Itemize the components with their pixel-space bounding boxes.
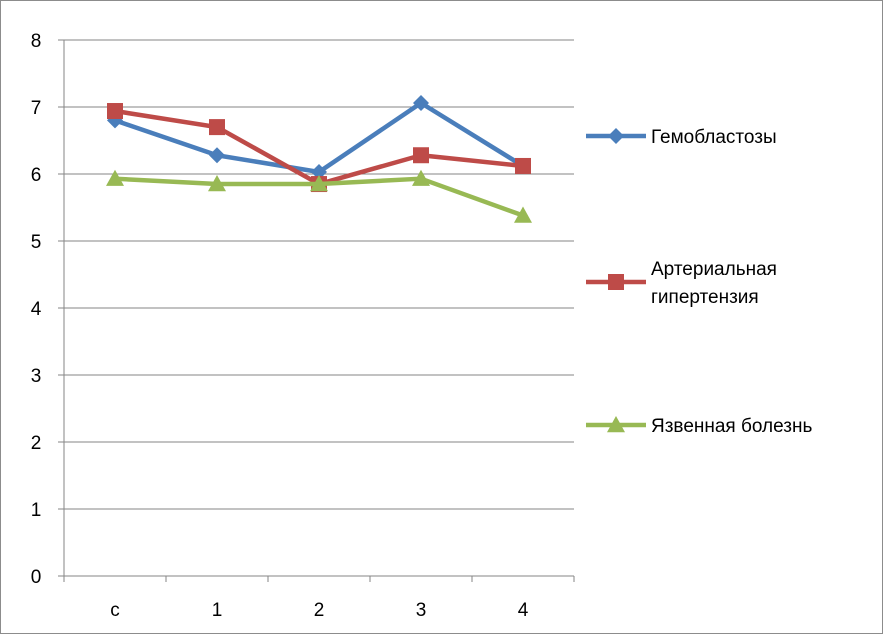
legend-item: Артериальная гипертензия [586, 259, 777, 308]
y-tick-label: 2 [31, 433, 42, 454]
legend-marker [607, 416, 625, 433]
legend-label: Язвенная болезнь [651, 416, 812, 437]
legend-marker [608, 274, 624, 290]
data-point [310, 175, 328, 192]
y-tick-label: 1 [31, 500, 42, 521]
y-tick-label: 5 [31, 232, 42, 253]
y-tick-label: 4 [31, 299, 42, 320]
data-point [515, 157, 531, 174]
x-tick-label: 3 [416, 600, 427, 621]
data-point [311, 163, 327, 180]
data-point [413, 147, 429, 164]
data-point [413, 94, 429, 111]
series-1 [107, 94, 531, 180]
gridlines [64, 39, 574, 510]
legend-label: Гемобластозы [651, 127, 777, 148]
data-point [107, 103, 123, 120]
y-tick-label: 0 [31, 567, 42, 588]
y-tick-label: 6 [31, 165, 42, 186]
legend-label: Артериальная [651, 259, 777, 280]
data-point [209, 119, 225, 136]
legend-item: Язвенная болезнь [586, 416, 812, 437]
x-tick-label: 2 [314, 600, 325, 621]
series-lines [106, 94, 532, 223]
legend-label: гипертензия [651, 287, 759, 308]
series-3 [106, 169, 532, 223]
legend-item: Гемобластозы [586, 127, 777, 148]
data-point [412, 169, 430, 186]
legend-marker [608, 128, 624, 144]
data-point [209, 147, 225, 164]
x-tick-label: с [110, 600, 120, 621]
axes: 0 1 2 3 4 5 6 7 8 с 1 2 3 4 [31, 31, 575, 621]
data-point [208, 175, 226, 192]
x-tick-label: 1 [212, 600, 223, 621]
x-tick-label: 4 [518, 600, 529, 621]
legend: Гемобластозы Артериальная гипертензия Язвен… [586, 127, 812, 437]
y-tick-label: 7 [31, 98, 42, 119]
data-point [106, 169, 124, 186]
y-tick-label: 8 [31, 31, 42, 52]
y-tick-label: 3 [31, 366, 42, 387]
data-point [514, 206, 532, 223]
